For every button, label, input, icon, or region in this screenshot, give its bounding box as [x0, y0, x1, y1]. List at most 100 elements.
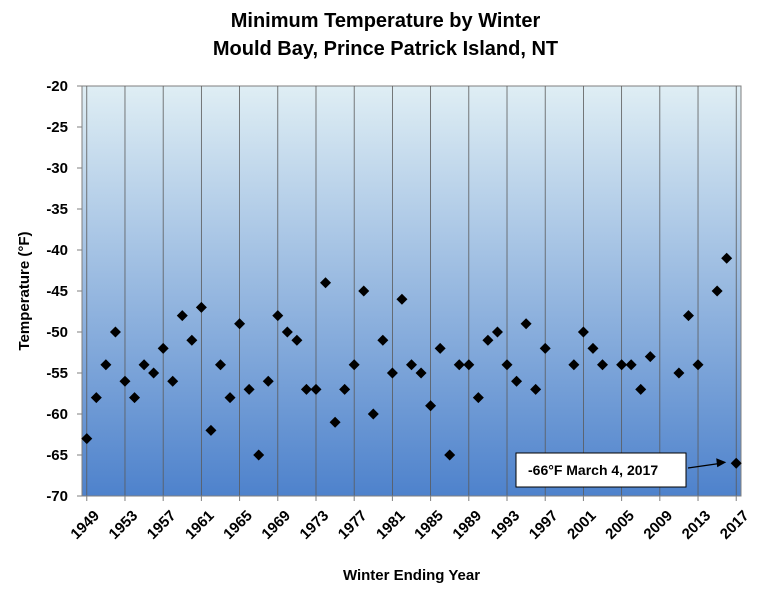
- data-point: [711, 285, 723, 297]
- data-point: [597, 359, 609, 371]
- data-point: [425, 400, 437, 412]
- x-tick-label: 1949: [67, 507, 103, 543]
- data-point: [234, 318, 246, 330]
- x-tick-label: 1981: [373, 507, 409, 543]
- gridlines: [86, 86, 737, 496]
- y-tick-label: -45: [46, 283, 68, 300]
- data-point: [501, 359, 513, 371]
- data-point: [568, 359, 580, 371]
- data-point: [577, 326, 589, 338]
- data-point: [635, 383, 647, 395]
- data-point: [195, 301, 207, 313]
- data-point: [300, 383, 312, 395]
- data-point: [348, 359, 360, 371]
- data-point: [415, 367, 427, 379]
- y-tick-label: -25: [46, 119, 68, 136]
- data-point: [644, 351, 656, 363]
- x-tick-label: 1965: [220, 507, 256, 543]
- data-point: [272, 310, 284, 322]
- data-point: [625, 359, 637, 371]
- y-tick-label: -55: [46, 365, 68, 382]
- data-point: [167, 375, 179, 387]
- data-point: [148, 367, 160, 379]
- data-point: [119, 375, 131, 387]
- data-point: [377, 334, 389, 346]
- data-point: [81, 433, 93, 445]
- data-point: [444, 449, 456, 461]
- data-point: [129, 392, 141, 404]
- data-point: [692, 359, 704, 371]
- x-tick-label: 1973: [297, 507, 333, 543]
- data-point: [90, 392, 102, 404]
- y-tick-label: -40: [46, 242, 68, 259]
- data-point: [214, 359, 226, 371]
- x-tick-label: 1993: [488, 507, 524, 543]
- x-tick-label: 1969: [258, 507, 294, 543]
- chart-title-line-2: Mould Bay, Prince Patrick Island, NT: [212, 38, 559, 60]
- data-point: [396, 293, 408, 305]
- data-point: [721, 252, 733, 264]
- x-tick-label: 1989: [449, 507, 485, 543]
- data-point: [491, 326, 503, 338]
- x-tick-label: 1961: [182, 507, 218, 543]
- x-axis-label: Winter Ending Year: [343, 567, 480, 584]
- data-point: [682, 310, 694, 322]
- x-tick-label: 1953: [106, 507, 142, 543]
- x-tick-label: 2009: [640, 507, 676, 543]
- y-tick-label: -60: [46, 406, 68, 423]
- data-point: [453, 359, 465, 371]
- data-point: [262, 375, 274, 387]
- y-tick-label: -50: [46, 324, 68, 341]
- data-point: [243, 383, 255, 395]
- data-point: [157, 342, 169, 354]
- data-point: [310, 383, 322, 395]
- data-point: [100, 359, 112, 371]
- data-point: [176, 310, 188, 322]
- data-point: [291, 334, 303, 346]
- data-point: [339, 383, 351, 395]
- data-point: [673, 367, 685, 379]
- x-tick-label: 2005: [602, 507, 638, 543]
- data-point: [539, 342, 551, 354]
- y-tick-label: -35: [46, 201, 68, 218]
- annotation-text: -66°F March 4, 2017: [528, 462, 658, 478]
- annotation: -66°F March 4, 2017: [515, 452, 727, 488]
- y-tick-label: -20: [46, 78, 68, 95]
- data-point: [511, 375, 523, 387]
- data-point: [482, 334, 494, 346]
- data-point: [358, 285, 370, 297]
- data-points: [81, 252, 742, 469]
- data-point: [730, 457, 742, 469]
- data-point: [281, 326, 293, 338]
- y-tick-label: -70: [46, 488, 68, 505]
- y-tick-label: -65: [46, 447, 68, 464]
- data-point: [463, 359, 475, 371]
- plot-area: [81, 85, 742, 497]
- data-point: [205, 424, 217, 436]
- annotation-arrow-head: [716, 458, 727, 468]
- x-tick-label: 1977: [335, 507, 371, 543]
- y-tick-label: -30: [46, 160, 68, 177]
- data-point: [138, 359, 150, 371]
- data-point: [406, 359, 417, 371]
- data-point: [616, 359, 628, 371]
- x-tick-label: 2017: [717, 507, 753, 543]
- axes: [77, 85, 741, 501]
- x-tick-label: 2001: [564, 507, 600, 543]
- data-point: [520, 318, 532, 330]
- x-tick-label: 2013: [679, 507, 715, 543]
- annotation-box: [515, 452, 687, 488]
- data-point: [434, 342, 446, 354]
- data-point: [367, 408, 379, 420]
- data-point: [587, 342, 599, 354]
- data-point: [109, 326, 121, 338]
- x-tick-label: 1985: [411, 507, 447, 543]
- data-point: [329, 416, 341, 428]
- data-point: [472, 392, 484, 404]
- chart-title-line-1: Minimum Temperature by Winter: [230, 10, 541, 32]
- y-axis-label: Temperature (°F): [16, 231, 33, 350]
- data-point: [530, 383, 542, 395]
- data-point: [253, 449, 265, 461]
